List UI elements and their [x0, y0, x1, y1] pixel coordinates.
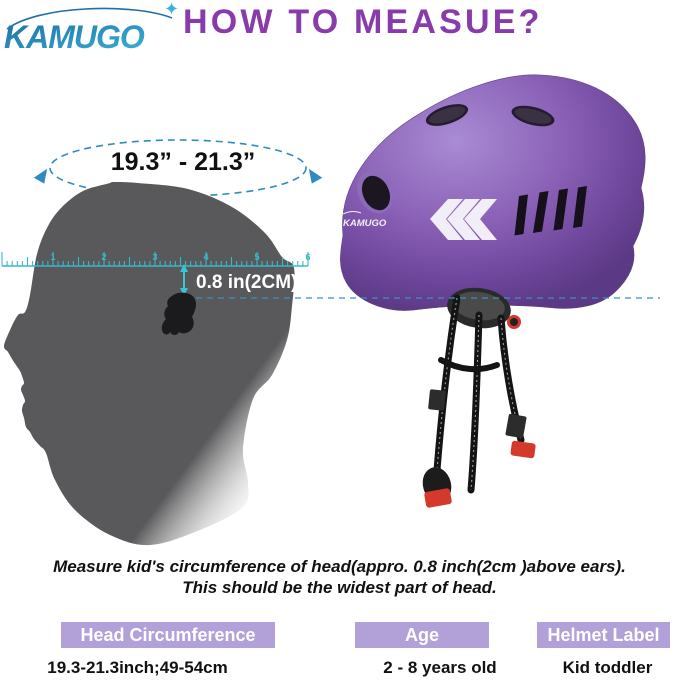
svg-text:KAMUGO: KAMUGO [343, 218, 387, 229]
svg-text:✦: ✦ [164, 2, 179, 19]
svg-text:KAMUGO: KAMUGO [4, 19, 145, 55]
